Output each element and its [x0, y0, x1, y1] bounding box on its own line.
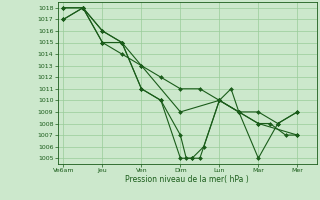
- X-axis label: Pression niveau de la mer( hPa ): Pression niveau de la mer( hPa ): [125, 175, 249, 184]
